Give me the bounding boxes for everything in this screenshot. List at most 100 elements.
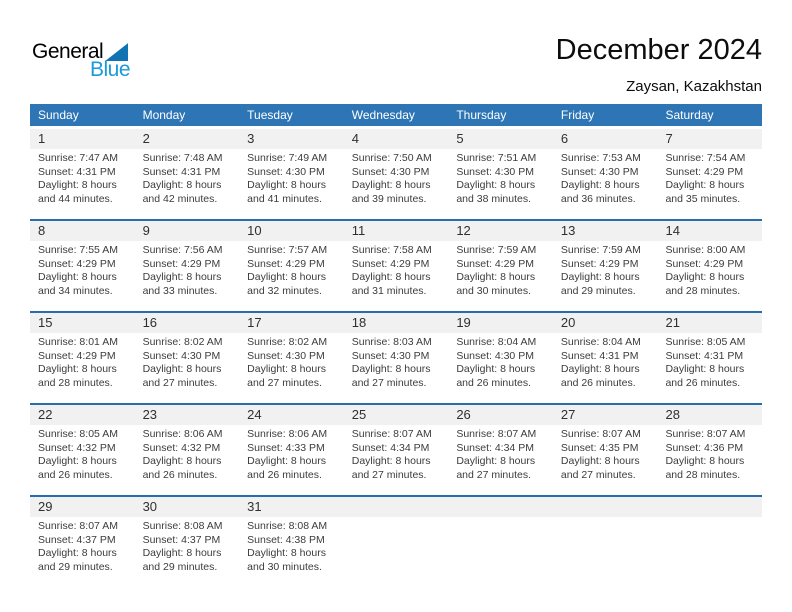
day-cell: Sunrise: 7:47 AM Sunset: 4:31 PM Daylight:… <box>30 152 135 206</box>
cell-line: Sunset: 4:29 PM <box>456 257 534 270</box>
cell-line: Sunrise: 8:03 AM <box>351 336 432 348</box>
day-number: 21 <box>665 315 680 330</box>
cell-line: Daylight: 8 hours <box>456 363 536 375</box>
cell-line: and 27 minutes. <box>560 468 636 481</box>
cell-line: and 31 minutes. <box>351 284 427 297</box>
day-number: 7 <box>665 131 673 146</box>
cell-line: and 27 minutes. <box>351 468 427 481</box>
day-number: 25 <box>351 407 367 422</box>
day-cell: Sunrise: 8:07 AM Sunset: 4:34 PM Daylight:… <box>344 428 449 482</box>
day-cell: Sunrise: 8:04 AM Sunset: 4:31 PM Daylight:… <box>553 336 658 390</box>
day-number-strip: 29 30 31 <box>30 497 762 517</box>
cell-line: Sunrise: 8:07 AM <box>665 428 746 440</box>
day-cell: Sunrise: 7:50 AM Sunset: 4:30 PM Daylight:… <box>344 152 449 206</box>
cell-line: Sunset: 4:30 PM <box>351 165 430 178</box>
cell-line: Sunset: 4:37 PM <box>142 533 221 546</box>
cell-line: Daylight: 8 hours <box>351 271 431 283</box>
page-title: December 2024 <box>555 34 762 66</box>
day-cell: Sunrise: 8:05 AM Sunset: 4:31 PM Daylight:… <box>657 336 762 390</box>
cell-line: Sunset: 4:29 PM <box>665 257 744 270</box>
day-number: 23 <box>142 407 158 422</box>
cell-line: and 27 minutes. <box>142 376 218 389</box>
cell-line: and 28 minutes. <box>665 468 741 481</box>
day-number: 19 <box>456 315 471 330</box>
cell-line: Sunrise: 8:02 AM <box>247 336 328 348</box>
cell-line: Daylight: 8 hours <box>665 271 745 283</box>
cell-line: Daylight: 8 hours <box>247 271 326 283</box>
cell-line: Sunset: 4:37 PM <box>38 533 116 546</box>
day-details-row: Sunrise: 8:07 AM Sunset: 4:37 PM Daylight:… <box>30 517 762 587</box>
cell-line: Daylight: 8 hours <box>351 455 431 467</box>
cell-line: and 38 minutes. <box>456 192 532 205</box>
cell-line: Sunrise: 7:57 AM <box>247 244 328 256</box>
cell-line: Sunset: 4:31 PM <box>665 349 744 362</box>
cell-line: Sunset: 4:36 PM <box>665 441 744 454</box>
week-row: 29 30 31 Sunrise: 8:07 AM Sunset: 4:37 PM Day… <box>30 495 762 587</box>
cell-line: and 39 minutes. <box>351 192 427 205</box>
cell-line: Sunrise: 8:05 AM <box>38 428 118 440</box>
day-number: 11 <box>351 223 366 238</box>
week-row: 22 23 24 25 26 27 28 Sunrise: 8:05 AM Sunset: 4:… <box>30 403 762 495</box>
cell-line: Daylight: 8 hours <box>247 179 326 191</box>
cell-line: Sunrise: 7:56 AM <box>142 244 223 256</box>
day-number: 10 <box>247 223 262 238</box>
empty-day-number <box>657 497 762 517</box>
day-cell: Sunrise: 8:08 AM Sunset: 4:37 PM Daylight:… <box>135 520 240 574</box>
cell-line: Sunrise: 7:58 AM <box>351 244 432 256</box>
day-number: 4 <box>351 131 359 146</box>
day-number: 26 <box>456 407 471 422</box>
cell-line: Sunrise: 8:06 AM <box>247 428 328 440</box>
week-row: 8 9 10 11 12 13 14 Sunrise: 7:55 AM Sunset: 4:29… <box>30 219 762 311</box>
day-number: 22 <box>38 407 53 422</box>
cell-line: Sunset: 4:30 PM <box>247 349 325 362</box>
cell-line: Daylight: 8 hours <box>560 179 640 191</box>
day-number: 8 <box>38 223 46 238</box>
day-cell: Sunrise: 7:49 AM Sunset: 4:30 PM Daylight:… <box>239 152 344 206</box>
day-cell: Sunrise: 8:02 AM Sunset: 4:30 PM Daylight:… <box>135 336 240 390</box>
day-number: 15 <box>38 315 53 330</box>
cell-line: Sunrise: 7:47 AM <box>38 152 118 164</box>
empty-day-number <box>448 497 553 517</box>
weekday-header: Friday <box>560 108 595 122</box>
cell-line: Daylight: 8 hours <box>38 179 117 191</box>
day-cell: Sunrise: 7:53 AM Sunset: 4:30 PM Daylight:… <box>553 152 658 206</box>
day-number: 20 <box>560 315 576 330</box>
day-number: 1 <box>38 131 46 146</box>
day-number: 6 <box>560 131 569 146</box>
calendar-grid: Sunday Monday Tuesday Wednesday Thursday Frid… <box>30 104 762 587</box>
empty-day-number <box>344 497 449 517</box>
cell-line: Sunset: 4:29 PM <box>142 257 221 270</box>
cell-line: Daylight: 8 hours <box>456 179 536 191</box>
week-row: 1 2 3 4 5 6 7 Sunrise: 7:47 AM Sunset: 4:31 PM Da… <box>30 129 762 219</box>
cell-line: Sunset: 4:32 PM <box>38 441 116 454</box>
day-details-row: Sunrise: 8:01 AM Sunset: 4:29 PM Daylight:… <box>30 333 762 403</box>
day-cell: Sunrise: 8:02 AM Sunset: 4:30 PM Daylight:… <box>239 336 344 390</box>
cell-line: and 36 minutes. <box>560 192 636 205</box>
day-cell: Sunrise: 8:04 AM Sunset: 4:30 PM Daylight:… <box>448 336 553 390</box>
cell-line: Sunrise: 8:01 AM <box>38 336 118 348</box>
cell-line: Sunset: 4:30 PM <box>247 165 325 178</box>
cell-line: and 27 minutes. <box>351 376 427 389</box>
day-number: 18 <box>351 315 367 330</box>
day-cell: Sunrise: 7:54 AM Sunset: 4:29 PM Daylight:… <box>657 152 762 206</box>
cell-line: and 26 minutes. <box>247 468 322 481</box>
day-number: 30 <box>142 499 158 514</box>
empty-day-number <box>553 497 658 517</box>
cell-line: Daylight: 8 hours <box>38 363 117 375</box>
cell-line: Sunset: 4:38 PM <box>247 533 325 546</box>
day-cell: Sunrise: 8:01 AM Sunset: 4:29 PM Daylight:… <box>30 336 135 390</box>
logo-text-general: General <box>32 40 104 63</box>
cell-line: and 29 minutes. <box>560 284 636 297</box>
day-number: 5 <box>456 131 464 146</box>
cell-line: Daylight: 8 hours <box>142 547 222 559</box>
cell-line: Daylight: 8 hours <box>247 455 326 467</box>
cell-line: Daylight: 8 hours <box>38 547 117 559</box>
cell-line: Sunrise: 8:07 AM <box>38 520 118 532</box>
cell-line: Sunrise: 7:59 AM <box>456 244 537 256</box>
day-number-strip: 15 16 17 18 19 20 21 <box>30 313 762 333</box>
cell-line: Sunrise: 8:07 AM <box>560 428 641 440</box>
weekday-header: Thursday <box>456 108 507 122</box>
cell-line: Daylight: 8 hours <box>142 271 222 283</box>
week-row: 15 16 17 18 19 20 21 Sunrise: 8:01 AM Sunset: 4:… <box>30 311 762 403</box>
cell-line: Daylight: 8 hours <box>665 363 745 375</box>
